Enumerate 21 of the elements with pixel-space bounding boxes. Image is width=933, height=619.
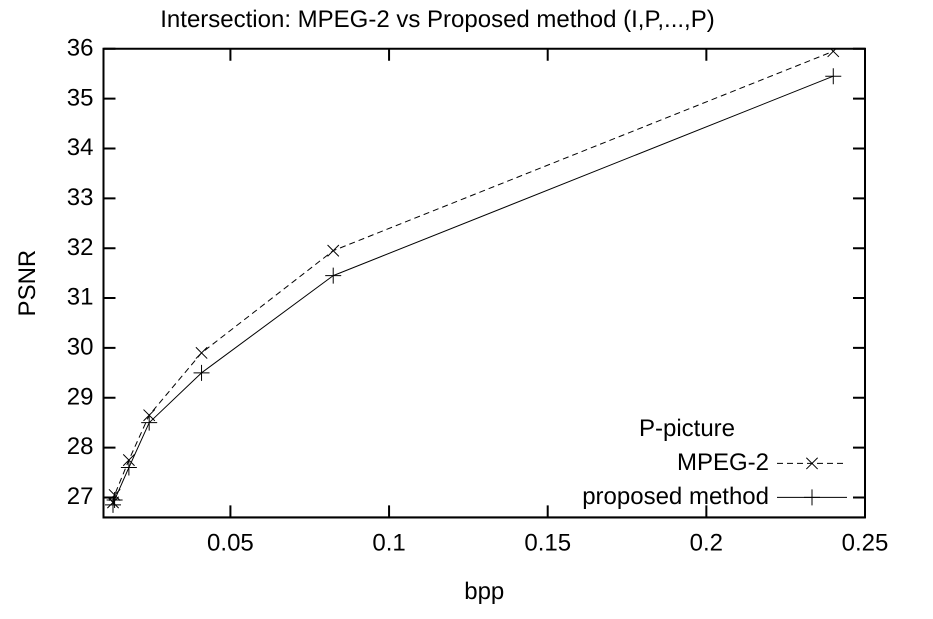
- x-axis-title: bpp: [464, 578, 504, 606]
- y-tick-label: 28: [66, 433, 94, 460]
- x-tick-label: 0.15: [524, 529, 572, 556]
- y-tick-label: 29: [66, 383, 94, 410]
- y-tick-label: 33: [66, 184, 94, 211]
- x-tick-label: 0.1: [372, 529, 406, 556]
- y-tick-label: 36: [66, 34, 94, 62]
- x-tick-label: 0.05: [207, 529, 254, 556]
- y-tick-label: 34: [66, 134, 94, 162]
- y-tick-label: 32: [66, 234, 94, 261]
- x-tick-label: 0.2: [690, 529, 724, 556]
- y-axis-title: PSNR: [14, 250, 42, 316]
- y-tick-label: 35: [66, 84, 94, 112]
- x-tick-label: 0.25: [842, 529, 888, 556]
- chart-title: Intersection: MPEG-2 vs Proposed method (I,P,...,P): [160, 6, 715, 34]
- y-tick-label: 31: [66, 284, 94, 311]
- y-tick-label: 27: [66, 483, 94, 510]
- y-tick-label: 30: [66, 334, 94, 361]
- legend-label: MPEG-2: [676, 449, 769, 476]
- legend-label: proposed method: [582, 483, 769, 510]
- legend-title: P-picture: [638, 415, 736, 442]
